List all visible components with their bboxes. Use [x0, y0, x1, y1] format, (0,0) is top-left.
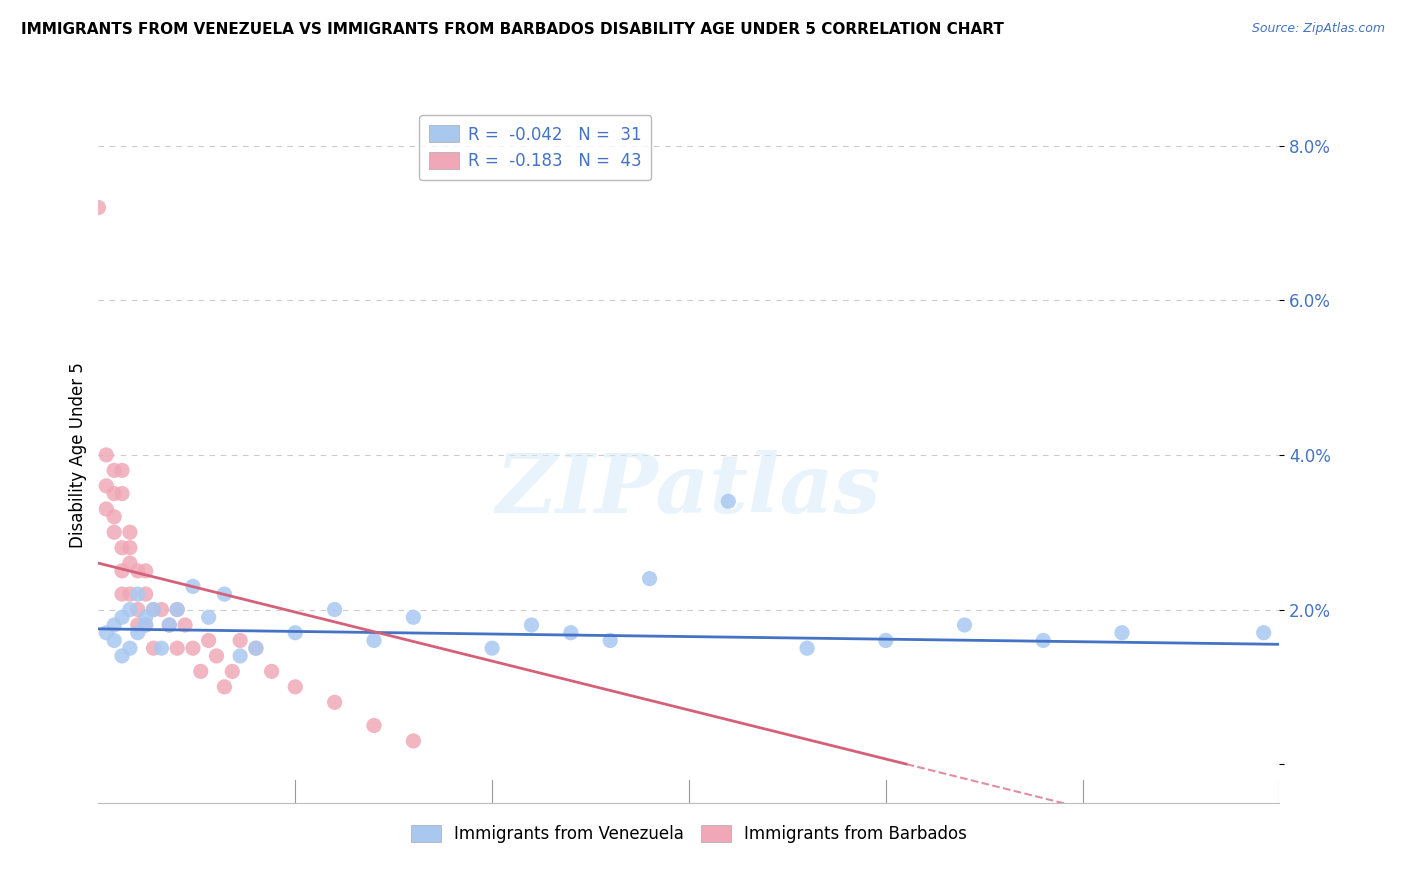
Point [135, 564, 157, 578]
Point [118, 587, 141, 601]
Point [1111, 625, 1133, 640]
Point [118, 602, 141, 616]
Point [197, 633, 219, 648]
Point [127, 618, 149, 632]
Point [402, 610, 425, 624]
Point [127, 625, 149, 640]
Point [103, 618, 125, 632]
Point [1253, 625, 1275, 640]
Point [229, 648, 252, 663]
Point [214, 680, 236, 694]
Point [96, 502, 118, 516]
Point [323, 602, 346, 616]
Point [96, 625, 118, 640]
Point [118, 641, 141, 656]
Point [363, 633, 385, 648]
Text: ZIPatlas: ZIPatlas [496, 450, 882, 530]
Point [96, 448, 118, 462]
Point [221, 665, 243, 679]
Text: Source: ZipAtlas.com: Source: ZipAtlas.com [1251, 22, 1385, 36]
Point [245, 641, 267, 656]
Point [229, 633, 252, 648]
Point [142, 602, 165, 616]
Point [135, 618, 157, 632]
Point [402, 734, 425, 748]
Point [111, 463, 134, 477]
Point [157, 618, 180, 632]
Point [214, 587, 236, 601]
Point [87, 201, 110, 215]
Point [103, 525, 125, 540]
Point [166, 602, 188, 616]
Point [638, 572, 661, 586]
Point [953, 618, 976, 632]
Point [157, 618, 180, 632]
Point [181, 641, 204, 656]
Point [127, 564, 149, 578]
Point [796, 641, 818, 656]
Point [142, 641, 165, 656]
Legend: Immigrants from Venezuela, Immigrants from Barbados: Immigrants from Venezuela, Immigrants fr… [405, 819, 973, 850]
Point [481, 641, 503, 656]
Point [118, 556, 141, 570]
Point [717, 494, 740, 508]
Point [127, 587, 149, 601]
Point [96, 479, 118, 493]
Point [174, 618, 197, 632]
Point [103, 633, 125, 648]
Point [197, 610, 219, 624]
Point [150, 641, 173, 656]
Point [150, 602, 173, 616]
Point [127, 602, 149, 616]
Point [190, 665, 212, 679]
Point [118, 541, 141, 555]
Point [875, 633, 897, 648]
Y-axis label: Disability Age Under 5: Disability Age Under 5 [69, 362, 87, 548]
Point [103, 509, 125, 524]
Point [142, 602, 165, 616]
Point [135, 610, 157, 624]
Point [1032, 633, 1054, 648]
Point [111, 486, 134, 500]
Point [135, 618, 157, 632]
Point [111, 564, 134, 578]
Point [181, 579, 204, 593]
Point [205, 648, 228, 663]
Point [363, 718, 385, 732]
Point [323, 695, 346, 709]
Point [111, 610, 134, 624]
Point [520, 618, 543, 632]
Point [284, 680, 307, 694]
Point [245, 641, 267, 656]
Point [118, 525, 141, 540]
Point [111, 587, 134, 601]
Point [260, 665, 283, 679]
Point [135, 587, 157, 601]
Point [103, 486, 125, 500]
Point [560, 625, 582, 640]
Point [111, 541, 134, 555]
Point [284, 625, 307, 640]
Text: IMMIGRANTS FROM VENEZUELA VS IMMIGRANTS FROM BARBADOS DISABILITY AGE UNDER 5 COR: IMMIGRANTS FROM VENEZUELA VS IMMIGRANTS … [21, 22, 1004, 37]
Point [166, 602, 188, 616]
Point [599, 633, 621, 648]
Point [111, 648, 134, 663]
Point [166, 641, 188, 656]
Point [103, 463, 125, 477]
